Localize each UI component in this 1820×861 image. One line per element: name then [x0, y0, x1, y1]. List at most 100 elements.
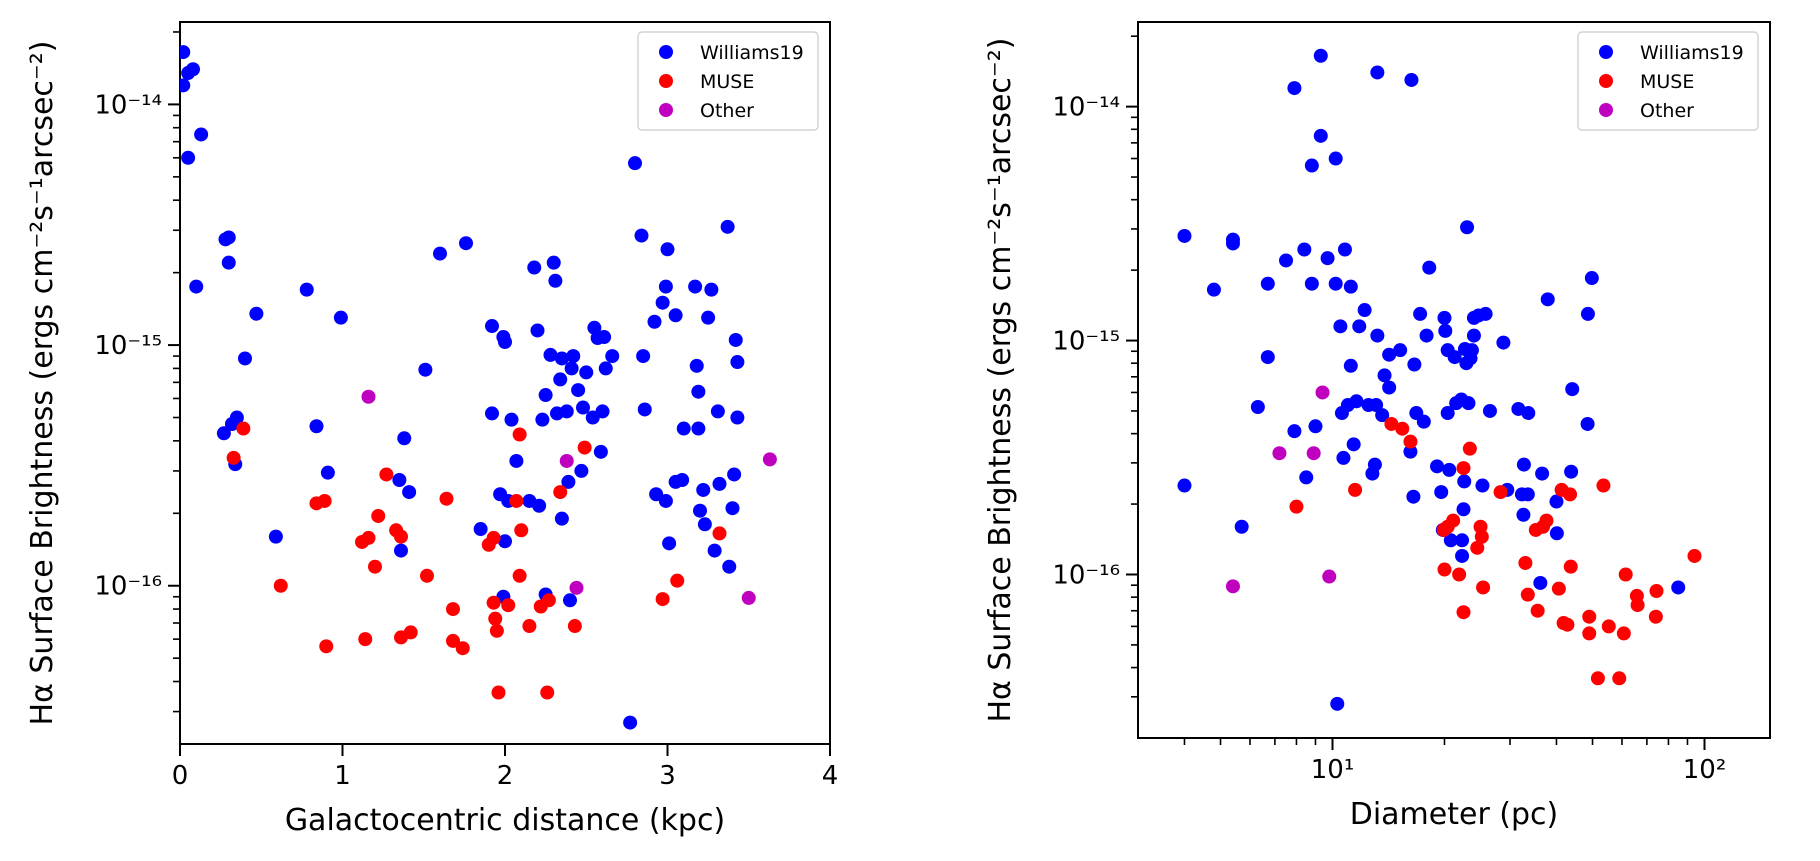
point-williams19 [1516, 457, 1531, 472]
point-muse [501, 598, 516, 613]
plot-frame-diameter [1137, 21, 1771, 739]
point-muse [317, 493, 332, 508]
point-muse [1446, 513, 1461, 528]
point-muse [553, 485, 568, 500]
legend-marker-muse [659, 74, 673, 88]
chart-galactocentric-distance: 10⁻¹⁶ 10⁻¹⁵ 10⁻¹⁴ 0 1 2 3 4 Galactocentric dista… [25, 21, 838, 838]
point-other [569, 580, 584, 595]
point-williams19 [576, 400, 590, 415]
point-other [559, 453, 574, 468]
point-williams19 [730, 410, 745, 425]
point-muse [489, 623, 504, 638]
point-williams19 [647, 314, 662, 329]
point-williams19 [1535, 466, 1550, 481]
x-axis-label: Diameter (pc) [1350, 797, 1559, 832]
point-williams19 [1343, 358, 1358, 373]
point-williams19 [1533, 575, 1548, 590]
point-williams19 [194, 127, 209, 142]
point-williams19 [535, 412, 550, 427]
y-tick-label: 10⁻¹⁶ [1052, 560, 1120, 590]
point-williams19 [1422, 260, 1437, 275]
point-williams19 [1375, 408, 1390, 423]
point-williams19 [693, 503, 707, 518]
point-other [1306, 446, 1321, 461]
point-muse [403, 625, 418, 640]
point-muse [1596, 478, 1611, 493]
point-muse [1582, 626, 1597, 641]
point-williams19 [527, 260, 542, 275]
point-williams19 [668, 308, 683, 323]
point-muse [379, 467, 394, 482]
point-williams19 [1337, 242, 1352, 257]
point-williams19 [1580, 306, 1595, 321]
point-williams19 [397, 431, 412, 446]
point-muse [1520, 587, 1535, 602]
point-williams19 [697, 517, 712, 532]
point-williams19 [1349, 394, 1364, 409]
point-williams19 [1443, 533, 1458, 548]
point-muse [1452, 567, 1467, 582]
point-williams19 [268, 529, 283, 544]
point-muse [512, 568, 527, 583]
point-muse [1384, 416, 1399, 431]
legend-label-muse: MUSE [1640, 71, 1694, 93]
point-williams19 [1430, 459, 1445, 474]
point-williams19 [189, 279, 204, 294]
point-williams19 [180, 78, 191, 93]
x-tick-label: 1 [334, 761, 351, 791]
chart-diameter: 10⁻¹⁶ 10⁻¹⁵ 10⁻¹⁴ 10¹ 10² Diameter (pc) Hα Sur… [983, 21, 1771, 832]
point-muse [319, 639, 334, 654]
point-williams19 [1496, 335, 1511, 350]
point-muse [446, 633, 460, 648]
point-williams19 [1416, 414, 1431, 429]
point-muse [486, 530, 501, 545]
point-williams19 [530, 323, 545, 338]
point-muse [368, 559, 382, 574]
point-williams19 [675, 473, 690, 488]
point-muse [1456, 605, 1471, 620]
point-muse [491, 685, 506, 700]
point-williams19 [459, 236, 473, 251]
legend: Williams19 MUSE Other [1577, 31, 1759, 131]
point-muse [670, 573, 685, 588]
point-williams19 [1434, 485, 1449, 500]
point-williams19 [1279, 253, 1294, 268]
point-williams19 [1466, 328, 1481, 343]
point-williams19 [636, 349, 651, 364]
point-muse [1582, 609, 1597, 624]
point-williams19 [181, 150, 196, 165]
point-williams19 [1206, 282, 1221, 297]
point-muse [1289, 499, 1304, 514]
point-williams19 [509, 453, 524, 468]
point-williams19 [554, 351, 569, 366]
point-williams19 [299, 282, 314, 297]
point-williams19 [1440, 406, 1455, 421]
point-muse [1563, 559, 1578, 574]
point-williams19 [1457, 474, 1472, 489]
point-williams19 [696, 482, 711, 497]
point-williams19 [1328, 151, 1343, 166]
point-muse [1630, 598, 1645, 613]
y-axis-label: Hα Surface Brightness (ergs cm⁻²s⁻¹arcse… [983, 38, 1018, 723]
point-williams19 [658, 493, 673, 508]
point-williams19 [1304, 276, 1319, 291]
point-williams19 [1407, 357, 1422, 372]
point-muse [567, 619, 582, 634]
point-muse [455, 641, 470, 656]
point-williams19 [579, 365, 594, 380]
points-layer [1177, 48, 1702, 711]
point-williams19 [1437, 310, 1452, 325]
point-williams19 [676, 421, 691, 436]
point-other [1322, 569, 1337, 584]
point-williams19 [1287, 424, 1302, 439]
point-williams19 [1382, 380, 1397, 395]
point-williams19 [485, 406, 499, 421]
point-williams19 [1456, 502, 1471, 517]
point-williams19 [1343, 279, 1358, 294]
point-williams19 [598, 361, 613, 376]
x-tick-label: 3 [659, 761, 676, 791]
point-williams19 [1475, 478, 1490, 493]
point-muse [420, 568, 434, 583]
point-muse [1551, 581, 1566, 596]
point-williams19 [1336, 450, 1351, 465]
